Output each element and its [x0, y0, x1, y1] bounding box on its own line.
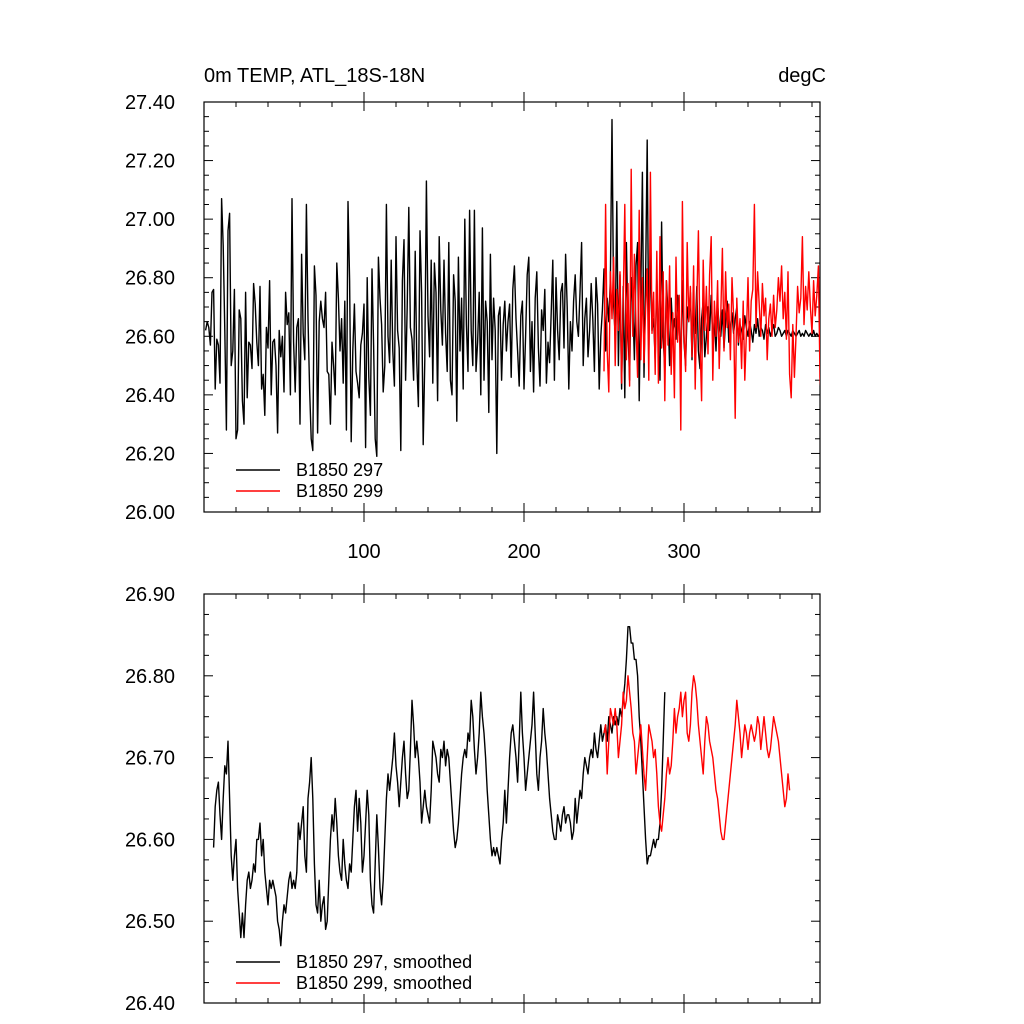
- series-line-b1850-297: [204, 118, 820, 458]
- y-tick-label: 27.20: [125, 151, 175, 173]
- x-tick-label: 100: [347, 541, 380, 563]
- y-tick-label: 26.60: [125, 829, 175, 851]
- series-line-b1850-299: [603, 675, 791, 841]
- y-tick-label: 26.40: [125, 385, 175, 407]
- y-tick-label: 26.20: [125, 443, 175, 465]
- series-line-b1850-299: [603, 168, 820, 431]
- legend-label: B1850 299: [296, 481, 383, 501]
- y-tick-label: 26.80: [125, 268, 175, 290]
- y-tick-label: 27.40: [125, 92, 175, 114]
- y-tick-label: 26.80: [125, 666, 175, 688]
- x-tick-label: 300: [667, 541, 700, 563]
- legend-label: B1850 297, smoothed: [296, 952, 472, 972]
- top-title-right: degC: [778, 65, 826, 87]
- y-tick-label: 26.70: [125, 748, 175, 770]
- x-tick-label: 200: [507, 541, 540, 563]
- y-tick-label: 27.00: [125, 209, 175, 231]
- y-tick-label: 26.50: [125, 911, 175, 933]
- y-tick-label: 26.40: [125, 993, 175, 1015]
- y-tick-label: 26.00: [125, 502, 175, 524]
- y-tick-label: 26.60: [125, 326, 175, 348]
- top-panel: 26.00 26.20 26.40 26.60 26.80 27.00 27.20 27.40…: [125, 92, 821, 563]
- top-title-left: 0m TEMP, ATL_18S-18N: [204, 65, 425, 87]
- y-tick-label: 26.90: [125, 584, 175, 606]
- legend-label: B1850 299, smoothed: [296, 973, 472, 993]
- series-line-b1850-297: [212, 626, 666, 947]
- legend-label: B1850 297: [296, 460, 383, 480]
- bottom-panel: 26.40 26.50 26.60 26.70 26.80 26.90 B1850 297,…: [125, 584, 821, 1015]
